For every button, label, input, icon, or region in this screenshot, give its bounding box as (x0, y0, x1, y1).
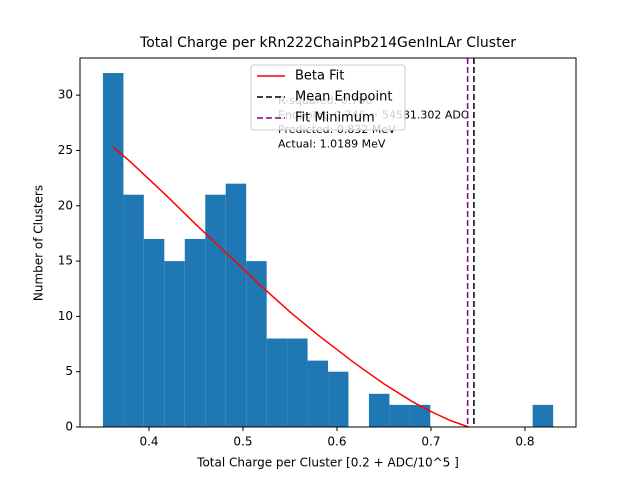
bar (287, 338, 308, 427)
bar (184, 238, 206, 427)
y-axis-label: Number of Clusters (32, 185, 46, 301)
x-tick-label: 0.4 (139, 435, 158, 449)
y-tick-label: 15 (58, 254, 73, 268)
bar (143, 238, 165, 427)
fit-line (112, 146, 469, 428)
legend-label: Mean Endpoint (295, 90, 392, 105)
y-tick-label: 30 (58, 88, 73, 102)
legend-label: Beta Fit (295, 69, 344, 84)
y-tick-label: 10 (58, 309, 73, 323)
y-tick-label: 25 (58, 143, 73, 157)
plot-frame (79, 57, 577, 428)
bar (368, 393, 390, 427)
x-tick-label: 0.7 (421, 435, 440, 449)
bar (246, 261, 267, 427)
y-tick-label: 0 (65, 420, 73, 434)
y-tick-label: 5 (65, 364, 73, 378)
bar (225, 183, 247, 427)
annotation: Actual: 1.0189 MeV (278, 138, 386, 151)
bar (307, 360, 329, 427)
y-tick-label: 20 (58, 198, 73, 212)
legend-label: Fit Minimum (295, 111, 375, 126)
legend-box (250, 64, 406, 131)
chart-title: Total Charge per kRn222ChainPb214GenInLA… (139, 35, 516, 51)
x-tick-label: 0.8 (515, 435, 534, 449)
x-axis-label: Total Charge per Cluster [0.2 + ADC/10^5… (196, 456, 459, 470)
bar (409, 404, 431, 427)
bar (164, 261, 185, 427)
bar (205, 194, 226, 427)
bar (102, 73, 124, 428)
x-tick-label: 0.5 (233, 435, 252, 449)
bar (266, 338, 288, 427)
bar (389, 404, 410, 427)
bar (123, 194, 144, 427)
bar (328, 371, 349, 427)
x-tick-label: 0.6 (327, 435, 346, 449)
bar (532, 404, 554, 427)
